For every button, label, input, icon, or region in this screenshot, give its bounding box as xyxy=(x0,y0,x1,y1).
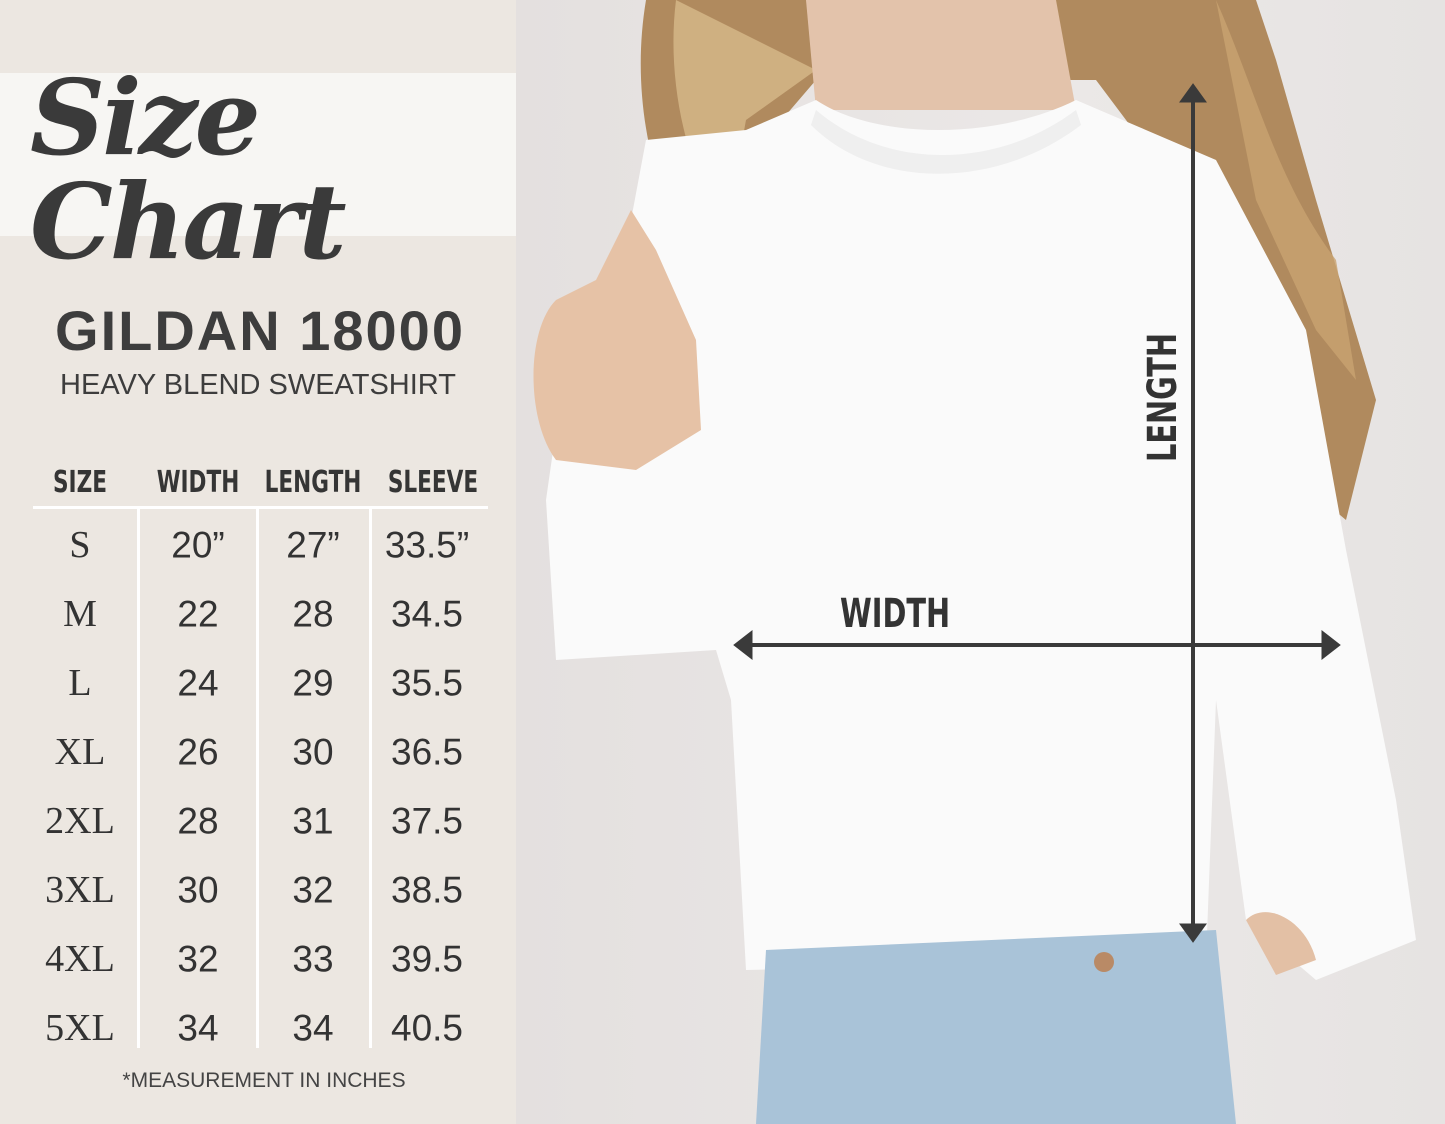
cell-sleeve: 33.5” xyxy=(384,524,470,566)
cell-sleeve: 35.5 xyxy=(390,662,464,704)
table-header-divider xyxy=(33,506,488,509)
cell-sleeve: 36.5 xyxy=(390,731,464,773)
cell-sleeve: 39.5 xyxy=(390,938,464,980)
cell-size: 4XL xyxy=(45,938,115,980)
cell-width: 30 xyxy=(177,869,219,911)
cell-length: 29 xyxy=(292,662,334,704)
cell-sleeve: 38.5 xyxy=(390,869,464,911)
cell-size: 2XL xyxy=(45,800,115,842)
cell-sleeve: 40.5 xyxy=(390,1007,464,1049)
cell-width: 22 xyxy=(177,593,219,635)
cell-size: XL xyxy=(54,731,106,773)
cell-sleeve: 37.5 xyxy=(390,800,464,842)
cell-length: 27” xyxy=(286,524,340,566)
banner-ribbon xyxy=(0,73,564,236)
cell-length: 32 xyxy=(292,869,334,911)
header-size: SIZE xyxy=(52,465,108,500)
width-arrow xyxy=(733,629,1341,661)
cell-size: 5XL xyxy=(45,1007,115,1049)
measurement-arrows xyxy=(733,83,1341,943)
cell-size: L xyxy=(68,662,92,704)
column-divider xyxy=(137,509,140,1048)
cell-length: 34 xyxy=(292,1007,334,1049)
length-arrow xyxy=(1179,83,1207,943)
cell-size: M xyxy=(63,593,97,635)
model-photo: WIDTH LENGTH xyxy=(516,0,1445,1124)
cell-sleeve: 34.5 xyxy=(390,593,464,635)
product-name: GILDAN 18000 xyxy=(55,299,465,362)
measurement-note: *MEASUREMENT IN INCHES xyxy=(122,1069,406,1092)
cell-length: 28 xyxy=(292,593,334,635)
cell-length: 30 xyxy=(292,731,334,773)
cell-width: 24 xyxy=(177,662,219,704)
header-length: LENGTH xyxy=(264,465,362,500)
column-divider xyxy=(369,509,372,1048)
cell-width: 28 xyxy=(177,800,219,842)
column-divider xyxy=(256,509,259,1048)
header-sleeve: SLEEVE xyxy=(387,465,479,500)
length-label: LENGTH xyxy=(1140,332,1186,462)
cell-size: S xyxy=(69,524,91,566)
banner-title: Size Chart xyxy=(30,56,347,283)
product-description: HEAVY BLEND SWEATSHIRT xyxy=(60,369,456,401)
cell-length: 33 xyxy=(292,938,334,980)
size-chart-panel: Size Chart GILDAN 18000 HEAVY BLEND SWEA… xyxy=(0,0,564,1124)
cell-width: 32 xyxy=(177,938,219,980)
cell-size: 3XL xyxy=(45,869,115,911)
cell-width: 20” xyxy=(171,524,225,566)
header-width: WIDTH xyxy=(156,465,240,500)
cell-width: 34 xyxy=(177,1007,219,1049)
cell-width: 26 xyxy=(177,731,219,773)
width-label: WIDTH xyxy=(840,591,951,637)
cell-length: 31 xyxy=(292,800,334,842)
